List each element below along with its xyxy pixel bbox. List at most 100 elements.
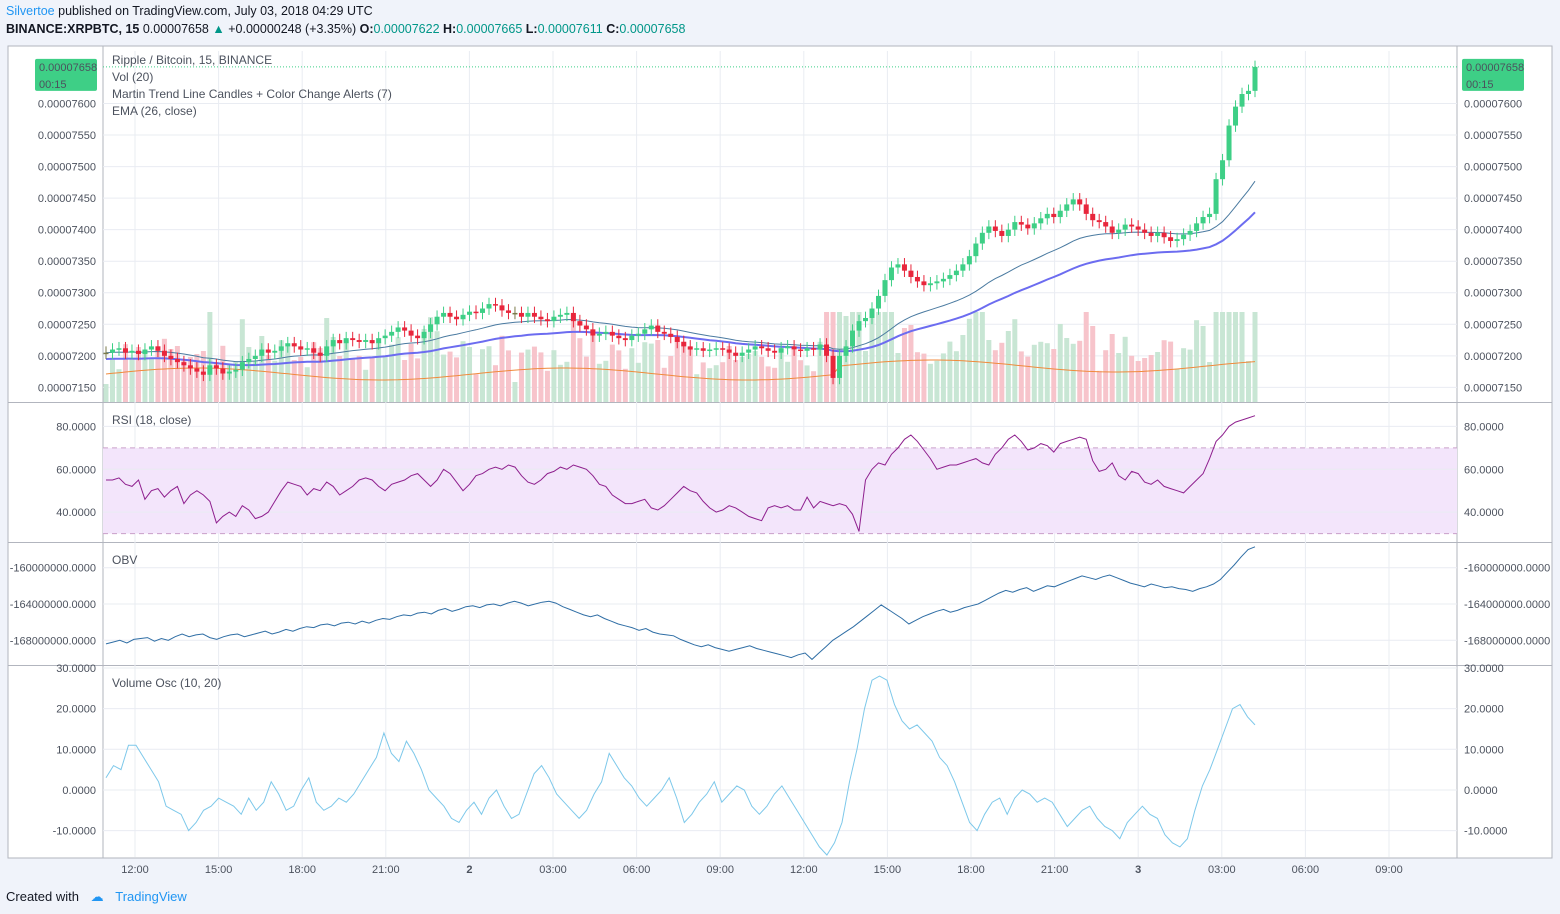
obv-panel-title: OBV bbox=[112, 553, 137, 567]
candle-body bbox=[927, 283, 933, 286]
candle-body bbox=[772, 350, 778, 353]
candle-body bbox=[791, 346, 797, 350]
candle-body bbox=[246, 358, 252, 363]
candle-body bbox=[1161, 232, 1167, 238]
volume-bar bbox=[1031, 344, 1037, 402]
volume-bar bbox=[622, 368, 628, 402]
volume-bar bbox=[642, 342, 648, 402]
candle-body bbox=[1025, 224, 1031, 229]
volume-bar bbox=[544, 370, 550, 402]
rsi-line bbox=[106, 415, 1256, 532]
volume-bar bbox=[415, 358, 421, 402]
candle-body bbox=[447, 312, 453, 317]
candle-body bbox=[467, 311, 473, 315]
author-link[interactable]: Silvertoe bbox=[6, 4, 55, 18]
volume-bar bbox=[655, 340, 661, 402]
price-y-tick-left: 0.00007550 bbox=[38, 130, 96, 142]
candle-body bbox=[804, 348, 810, 351]
candle-body bbox=[1096, 220, 1102, 223]
volume-bar bbox=[661, 367, 667, 402]
candle-body bbox=[1064, 204, 1070, 211]
rsi-y-tick-left: 80.0000 bbox=[56, 421, 96, 433]
volume-bar bbox=[376, 341, 382, 402]
candle-body bbox=[583, 325, 589, 330]
volume-bar bbox=[1168, 341, 1174, 402]
obv-y-tick-left: -168000000.0000 bbox=[10, 635, 96, 647]
volume-bar bbox=[473, 374, 479, 402]
volume-bar bbox=[869, 312, 875, 402]
candle-body bbox=[1057, 210, 1063, 218]
price-legend-entry: EMA (26, close) bbox=[112, 104, 197, 118]
volume-bar bbox=[681, 341, 687, 402]
volume-bar bbox=[1233, 312, 1239, 402]
volume-bar bbox=[1200, 326, 1206, 402]
volume-bar bbox=[155, 346, 161, 402]
candle-body bbox=[895, 264, 901, 268]
rsi-panel-title: RSI (18, close) bbox=[112, 413, 191, 427]
volume-bar bbox=[888, 312, 894, 402]
x-tick-label: 15:00 bbox=[205, 864, 233, 876]
volume-bar bbox=[1252, 312, 1258, 402]
high-label: H: bbox=[443, 22, 457, 36]
volume-bar bbox=[330, 337, 336, 402]
volume-bar bbox=[908, 325, 914, 402]
volume-bar bbox=[798, 360, 804, 402]
vosc-y-tick-right: 20.0000 bbox=[1464, 704, 1504, 716]
candle-body bbox=[1070, 199, 1076, 205]
candle-body bbox=[505, 310, 511, 313]
volume-bar bbox=[161, 338, 167, 402]
candle-body bbox=[681, 341, 687, 347]
volume-bar bbox=[947, 341, 953, 402]
volume-bar bbox=[577, 338, 583, 402]
candle-body bbox=[1018, 222, 1024, 225]
vosc-y-tick-right: 30.0000 bbox=[1464, 663, 1504, 675]
candle-body bbox=[402, 327, 408, 331]
candle-body bbox=[434, 316, 440, 325]
created-with-text: Created with bbox=[6, 889, 79, 904]
volume-bar bbox=[434, 331, 440, 402]
volume-bar bbox=[804, 365, 810, 402]
volume-bar bbox=[1187, 349, 1193, 402]
candle-body bbox=[155, 346, 161, 351]
volume-bar bbox=[986, 340, 992, 402]
candle-body bbox=[278, 346, 284, 351]
candle-body bbox=[1220, 160, 1226, 180]
volume-bar bbox=[603, 360, 609, 402]
candle-body bbox=[304, 348, 310, 350]
volume-bar bbox=[746, 354, 752, 402]
candle-body bbox=[999, 230, 1005, 236]
volume-bar bbox=[1246, 361, 1252, 402]
volume-bar bbox=[194, 354, 200, 402]
price-y-tick-right: 0.00007350 bbox=[1464, 256, 1522, 268]
volume-bar bbox=[635, 362, 641, 402]
volume-bar bbox=[596, 363, 602, 402]
volume-bar bbox=[389, 344, 395, 402]
vosc-y-tick-left: 20.0000 bbox=[56, 704, 96, 716]
candle-body bbox=[317, 352, 323, 356]
candle-body bbox=[129, 350, 135, 353]
tradingview-logo-icon[interactable]: ☁ bbox=[90, 889, 104, 904]
candle-body bbox=[739, 352, 745, 356]
candle-body bbox=[713, 348, 719, 350]
price-legend-entry: Martin Trend Line Candles + Color Change… bbox=[112, 87, 392, 101]
volume-bar bbox=[570, 314, 576, 402]
x-tick-label: 09:00 bbox=[1375, 864, 1403, 876]
tradingview-brand[interactable]: TradingView bbox=[115, 889, 187, 904]
candle-body bbox=[531, 312, 537, 317]
candle-body bbox=[1213, 179, 1219, 214]
candle-body bbox=[395, 327, 401, 332]
x-tick-label: 12:00 bbox=[121, 864, 149, 876]
price-y-tick-right: 0.00007450 bbox=[1464, 193, 1522, 205]
x-tick-label: 09:00 bbox=[706, 864, 734, 876]
vosc-y-tick-right: -10.0000 bbox=[1464, 826, 1507, 838]
candle-body bbox=[694, 348, 700, 350]
candle-body bbox=[609, 331, 615, 336]
candle-body bbox=[856, 321, 862, 331]
volume-bar bbox=[1025, 356, 1031, 402]
candle-body bbox=[837, 355, 843, 378]
candle-body bbox=[811, 348, 817, 350]
candle-body bbox=[272, 350, 278, 353]
volume-bar bbox=[901, 328, 907, 402]
candle-body bbox=[226, 371, 232, 374]
